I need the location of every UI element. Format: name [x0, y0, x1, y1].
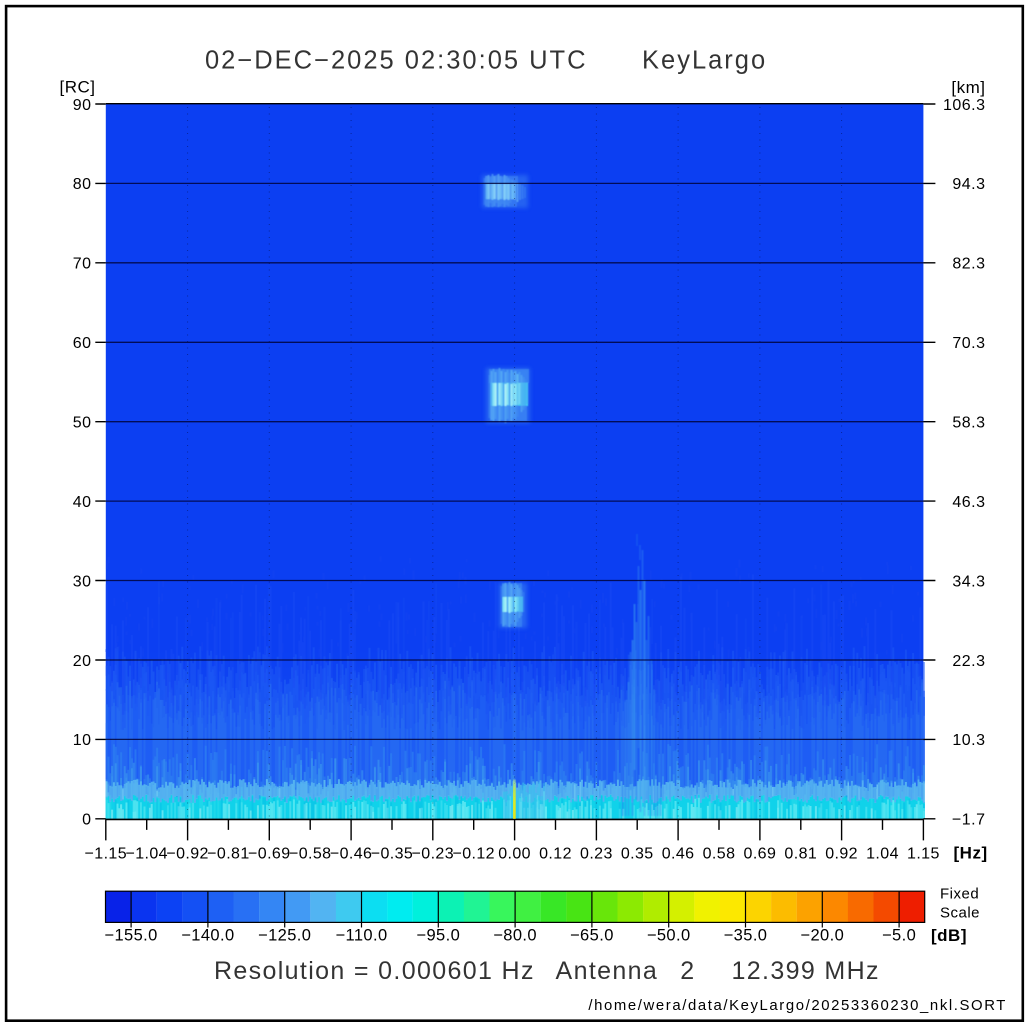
- svg-text:1.04: 1.04: [866, 846, 899, 863]
- svg-text:1.15: 1.15: [907, 846, 940, 863]
- svg-text:60: 60: [73, 335, 92, 352]
- svg-text:10.3: 10.3: [952, 732, 985, 749]
- svg-text:−35.0: −35.0: [724, 927, 768, 945]
- svg-text:−0.58: −0.58: [289, 846, 331, 863]
- svg-text:−1.04: −1.04: [125, 846, 167, 863]
- svg-text:−155.0: −155.0: [104, 927, 157, 945]
- svg-text:−0.92: −0.92: [166, 846, 208, 863]
- svg-text:Scale: Scale: [940, 905, 980, 922]
- svg-text:−1.15: −1.15: [85, 846, 127, 863]
- svg-text:−0.46: −0.46: [330, 846, 372, 863]
- svg-text:30: 30: [73, 573, 92, 590]
- svg-text:46.3: 46.3: [952, 494, 985, 511]
- svg-text:Resolution = 0.000601 Hz Ante: Resolution = 0.000601 Hz Antenna 2 12.39…: [214, 957, 880, 985]
- svg-text:70.3: 70.3: [952, 335, 985, 352]
- svg-text:02−DEC−2025 02:30:05 UTC: 02−DEC−2025 02:30:05 UTC: [205, 47, 588, 75]
- svg-text:Fixed: Fixed: [940, 886, 979, 903]
- svg-text:10: 10: [73, 732, 92, 749]
- svg-text:50: 50: [73, 415, 92, 432]
- svg-text:0.92: 0.92: [825, 846, 858, 863]
- svg-text:94.3: 94.3: [952, 176, 985, 193]
- svg-text:82.3: 82.3: [952, 256, 985, 273]
- svg-text:0.12: 0.12: [539, 846, 572, 863]
- svg-text:−125.0: −125.0: [258, 927, 311, 945]
- svg-text:−0.81: −0.81: [207, 846, 249, 863]
- svg-text:−0.35: −0.35: [371, 846, 413, 863]
- svg-text:−1.7: −1.7: [952, 812, 986, 829]
- svg-text:KeyLargo: KeyLargo: [642, 47, 767, 75]
- svg-text:[RC]: [RC]: [60, 78, 96, 97]
- svg-text:0: 0: [82, 812, 91, 829]
- svg-text:−0.12: −0.12: [452, 846, 494, 863]
- svg-text:0.23: 0.23: [580, 846, 613, 863]
- svg-text:−110.0: −110.0: [335, 927, 387, 945]
- svg-text:0.35: 0.35: [621, 846, 654, 863]
- svg-text:22.3: 22.3: [952, 653, 985, 670]
- svg-text:−20.0: −20.0: [800, 927, 844, 945]
- svg-text:[dB]: [dB]: [931, 926, 967, 945]
- svg-text:−0.69: −0.69: [248, 846, 290, 863]
- svg-text:−0.23: −0.23: [412, 846, 454, 863]
- svg-text:−140.0: −140.0: [181, 927, 234, 945]
- svg-text:[km]: [km]: [951, 78, 985, 97]
- svg-text:[Hz]: [Hz]: [954, 844, 988, 863]
- svg-text:0.81: 0.81: [784, 846, 817, 863]
- svg-text:−65.0: −65.0: [570, 927, 614, 945]
- svg-text:−95.0: −95.0: [416, 927, 460, 945]
- svg-text:0.58: 0.58: [703, 846, 736, 863]
- svg-text:−50.0: −50.0: [647, 927, 691, 945]
- svg-text:0.69: 0.69: [744, 846, 777, 863]
- svg-text:34.3: 34.3: [952, 573, 985, 590]
- svg-text:0.46: 0.46: [662, 846, 695, 863]
- svg-text:−80.0: −80.0: [493, 927, 537, 945]
- svg-text:58.3: 58.3: [952, 415, 985, 432]
- svg-text:106.3: 106.3: [943, 97, 986, 114]
- svg-text:/home/wera/data/KeyLargo/20253: /home/wera/data/KeyLargo/20253360230_nkl…: [588, 998, 1007, 1014]
- svg-text:0.00: 0.00: [498, 846, 531, 863]
- svg-text:40: 40: [73, 494, 92, 511]
- svg-text:90: 90: [73, 97, 92, 114]
- svg-text:70: 70: [73, 256, 92, 273]
- svg-text:−5.0: −5.0: [882, 927, 916, 945]
- svg-text:80: 80: [73, 176, 92, 193]
- svg-text:20: 20: [73, 653, 92, 670]
